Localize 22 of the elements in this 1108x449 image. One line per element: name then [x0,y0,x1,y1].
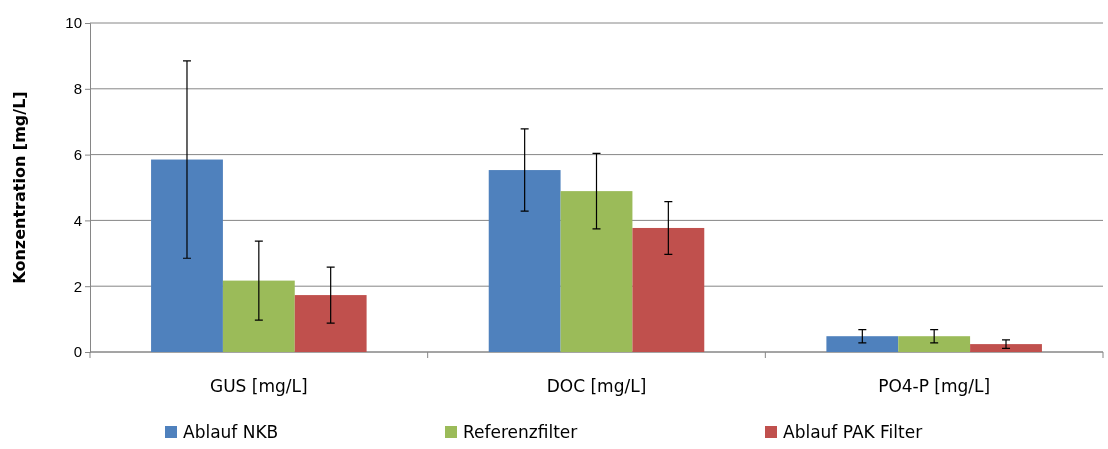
legend-label: Referenzfilter [463,422,578,442]
x-tick-label: DOC [mg/L] [546,376,647,396]
bar [151,159,223,352]
y-tick-label: 10 [65,14,82,32]
bar [222,280,295,352]
y-tick-label: 4 [73,211,82,229]
bar [560,191,633,352]
bar [632,227,705,352]
bar [826,336,899,352]
y-tick-label: 2 [73,277,82,295]
y-tick-label: 0 [73,343,82,361]
bar [488,170,561,352]
x-tick-label: PO4-P [mg/L] [878,376,991,396]
bar [970,344,1042,352]
bar [898,336,971,352]
y-axis-title: Konzentration [mg/L] [10,91,29,284]
legend-label: Ablauf PAK Filter [783,422,923,442]
legend-label: Ablauf NKB [183,422,279,442]
x-tick-label: GUS [mg/L] [210,376,308,396]
y-tick-label: 8 [73,80,82,98]
y-tick-label: 6 [73,145,82,163]
bar [294,295,367,352]
